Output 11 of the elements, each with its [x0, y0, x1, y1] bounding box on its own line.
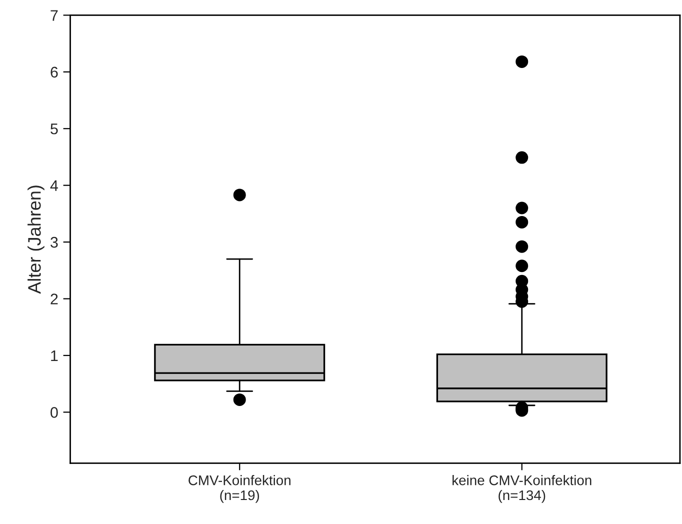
- x-tick-label: keine CMV-Koinfektion (n=134): [452, 475, 592, 503]
- y-tick-label: 7: [50, 10, 58, 21]
- y-tick-label: 5: [50, 124, 58, 134]
- y-tick-label: 1: [51, 350, 58, 361]
- y-tick-label: 3: [50, 236, 58, 248]
- y-axis-title: Alter (Jahren): [28, 186, 44, 294]
- y-tick-label: 2: [50, 294, 58, 304]
- x-tick-label: CMV-Koinfektion (n=19): [188, 475, 290, 503]
- y-tick-label: 6: [50, 66, 58, 78]
- y-tick-label: 4: [50, 180, 58, 191]
- y-tick-label: 0: [50, 407, 58, 418]
